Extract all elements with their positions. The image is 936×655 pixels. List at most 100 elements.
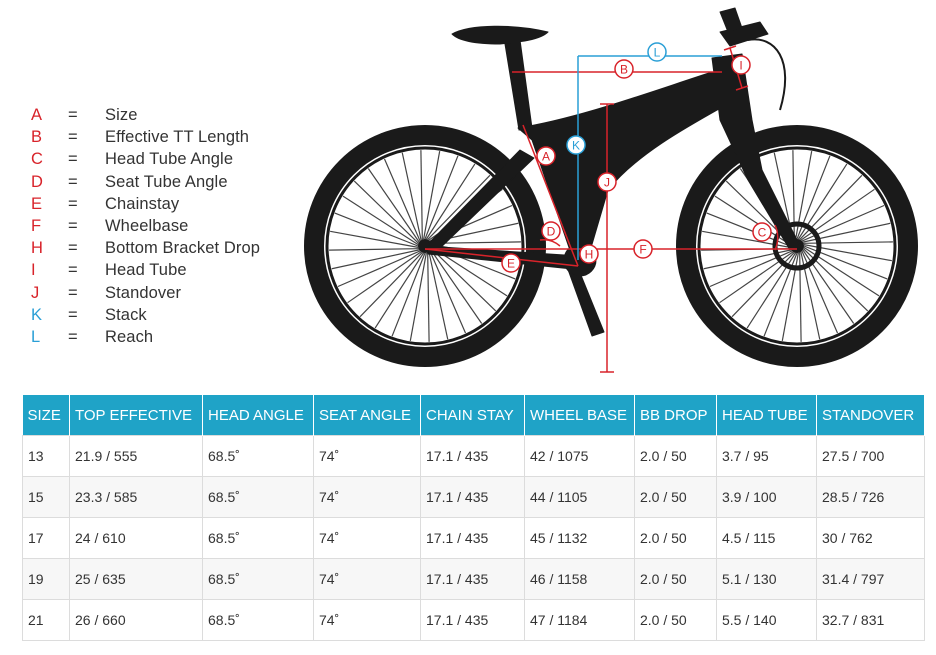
label-text: D (547, 225, 556, 239)
legend-name: Reach (105, 327, 154, 346)
legend-name: Size (105, 106, 138, 124)
geometry-legend: A = Size B = Effective TT Length C = Head Tube A… (28, 106, 288, 350)
legend-name: Effective TT Length (105, 128, 250, 147)
legend-row: L = Reach (28, 328, 288, 350)
legend-row: A = Size (28, 106, 288, 128)
line-I-cap-bottom (735, 85, 749, 91)
spoke (347, 251, 422, 304)
legend-letter: A (31, 106, 43, 124)
front-tire (676, 125, 918, 367)
legend-letter: B (31, 128, 43, 147)
table-cell: 42 / 1075 (524, 435, 635, 477)
label-K: K (566, 135, 586, 155)
column-header: HEAD TUBE (716, 395, 817, 436)
spoke (427, 174, 491, 240)
table-cell: 27.5 / 700 (816, 435, 925, 477)
label-C: C (752, 222, 772, 242)
table-cell: 28.5 / 726 (816, 476, 925, 518)
legend-equals: = (68, 128, 78, 147)
label-D: D (541, 221, 561, 241)
spoke (431, 241, 521, 244)
spoke (423, 151, 441, 240)
table-cell: 24 / 610 (69, 517, 203, 559)
spoke (367, 168, 420, 243)
table-cell: 32.7 / 831 (816, 599, 925, 641)
legend-row: H = Bottom Bracket Drop (28, 239, 288, 261)
label-J: J (597, 172, 617, 192)
spoke (334, 212, 419, 247)
spoke (428, 251, 449, 340)
legend-name: Bottom Bracket Drop (105, 239, 261, 258)
seatpost (504, 39, 533, 131)
label-circle (579, 244, 599, 264)
table-cell: 74˚ (313, 435, 421, 477)
arc-D (539, 239, 561, 247)
table-cell: 2.0 / 50 (634, 517, 717, 559)
table-cell: 74˚ (313, 476, 421, 518)
front-rim (697, 146, 897, 346)
legend-name: Head Tube (105, 261, 187, 280)
spoke (331, 249, 420, 270)
table-cell: 47 / 1184 (524, 599, 635, 641)
table-cell: 25 / 635 (69, 558, 203, 600)
table-cell: 15 (22, 476, 70, 518)
table-row: 15 23.3 / 585 68.5˚ 74˚ 17.1 / 435 44 / 1105 2… (22, 476, 925, 518)
table-cell: 17.1 / 435 (420, 435, 525, 477)
legend-row: C = Head Tube Angle (28, 150, 288, 172)
fork (711, 53, 801, 251)
stem (719, 21, 769, 47)
label-text: E (507, 257, 515, 271)
column-header: SIZE (22, 395, 70, 436)
spoke (427, 252, 430, 342)
label-A: A (536, 146, 556, 166)
table-cell: 17 (22, 517, 70, 559)
spoke (353, 180, 419, 244)
legend-equals: = (68, 216, 78, 235)
table-cell: 74˚ (313, 599, 421, 641)
label-circle (501, 253, 521, 273)
saddle (451, 25, 549, 45)
legend-letter: E (31, 194, 43, 213)
label-circle (566, 135, 586, 155)
legend-name: Standover (105, 283, 182, 302)
label-text: H (585, 248, 594, 262)
line-I-cap-top (723, 45, 737, 51)
label-F: F (633, 239, 653, 259)
label-circle (597, 172, 617, 192)
column-header: HEAD ANGLE (202, 395, 314, 436)
label-I: I (731, 55, 751, 75)
table-row: 17 24 / 610 68.5˚ 74˚ 17.1 / 435 45 / 1132 2.0… (22, 517, 925, 559)
legend-letter: L (31, 327, 41, 346)
table-cell: 44 / 1105 (524, 476, 635, 518)
spoke (425, 163, 476, 240)
spoke (342, 195, 419, 246)
line-A (522, 124, 579, 267)
diagram-labels: A B C D E F H I J K L (501, 42, 772, 273)
column-header: WHEEL BASE (524, 395, 635, 436)
column-header: TOP EFFECTIVE (69, 395, 203, 436)
label-circle (541, 221, 561, 241)
spoke (429, 250, 467, 334)
label-text: F (639, 243, 646, 257)
label-text: I (739, 59, 742, 73)
label-text: B (620, 63, 628, 77)
table-cell: 2.0 / 50 (634, 599, 717, 641)
table-cell: 23.3 / 585 (69, 476, 203, 518)
legend-row: F = Wheelbase (28, 217, 288, 239)
spoke (391, 252, 426, 337)
table-cell: 13 (22, 435, 70, 477)
table-cell: 3.7 / 95 (716, 435, 817, 477)
spoke (337, 250, 421, 288)
table-cell: 19 (22, 558, 70, 600)
table-cell: 46 / 1158 (524, 558, 635, 600)
legend-equals: = (68, 150, 78, 169)
label-circle (614, 59, 634, 79)
cable (747, 38, 787, 111)
table-cell: 17.1 / 435 (420, 476, 525, 518)
label-circle (731, 55, 751, 75)
label-text: L (654, 46, 661, 60)
column-header: SEAT ANGLE (313, 395, 421, 436)
legend-letter: I (31, 261, 36, 280)
label-L: L (647, 42, 667, 62)
bike-frame (424, 7, 801, 337)
